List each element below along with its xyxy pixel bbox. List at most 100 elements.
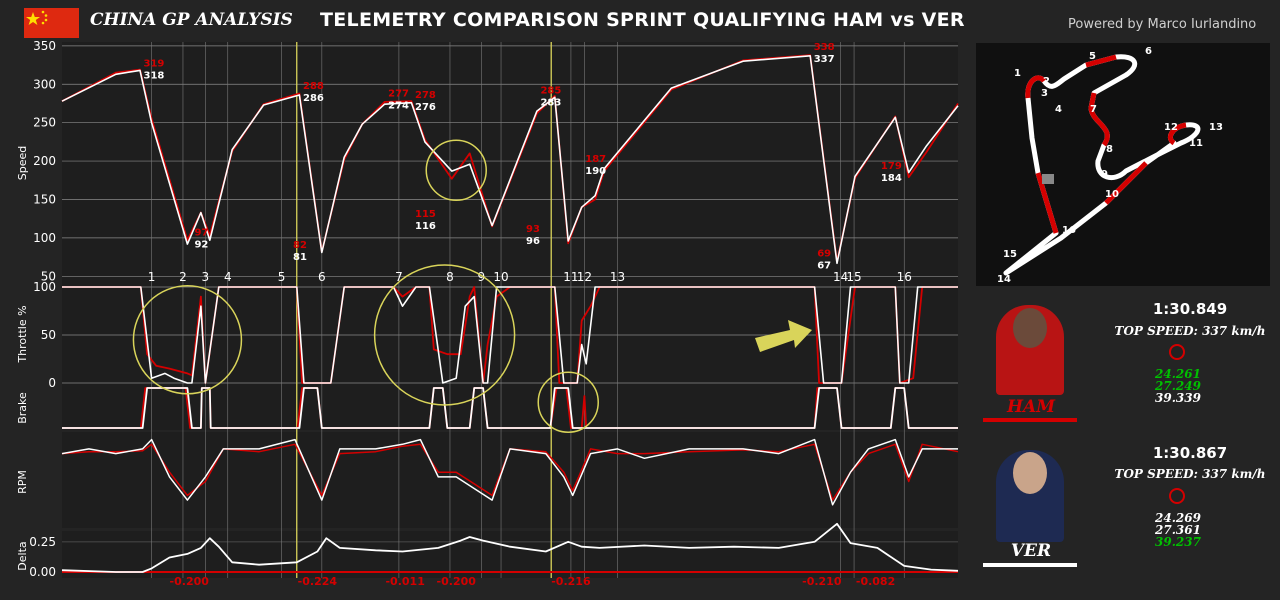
ham-sector-1: 24.261: [1155, 367, 1201, 381]
track-corner-label: 15: [1003, 249, 1017, 260]
ver-speed-label: 67: [817, 260, 831, 271]
track-corner-label: 14: [997, 274, 1011, 285]
ham-speed-label: 285: [540, 86, 561, 97]
ham-driver-code: HAM: [1006, 397, 1056, 417]
ver-speed-label: 283: [540, 98, 561, 109]
track-corner-label: 12: [1164, 122, 1178, 133]
ver-lap-time: 1:30.867: [1152, 444, 1228, 462]
track-corner-label: 4: [1055, 104, 1062, 115]
track-outline: [1003, 54, 1201, 276]
speed-tick-label: 300: [33, 77, 56, 91]
speed-tick-label: 200: [33, 154, 56, 168]
corner-label: 10: [493, 270, 508, 284]
delta-value-label: -0.082: [856, 575, 895, 588]
track-corner-label: 11: [1189, 138, 1203, 149]
ham-speed-label: 277: [388, 89, 409, 100]
ver-rpm-line: [61, 438, 958, 506]
speed-tick-label: 50: [41, 269, 56, 283]
track-corner-label: 16: [1062, 225, 1076, 236]
ham-speed-label: 278: [415, 90, 436, 101]
ver-speed-label: 96: [526, 236, 540, 247]
ver-speed-label: 92: [194, 240, 208, 251]
corner-label: 14: [833, 270, 848, 284]
delta-value-label: -0.216: [551, 575, 591, 588]
ham-lap-time: 1:30.849: [1152, 300, 1228, 318]
track-corner-label: 7: [1090, 104, 1097, 115]
ver-driver-code: VER: [1010, 541, 1052, 561]
ver-speed-label: 318: [144, 71, 165, 82]
ham-speed-label: 97: [194, 228, 208, 239]
delta-value-label: -0.011: [385, 575, 424, 588]
gp-title: CHINA GP ANALYSIS: [90, 10, 293, 30]
speed-tick-label: 250: [33, 116, 56, 130]
panel-ylabel: RPM: [16, 470, 29, 494]
speed-panel-bg: [62, 42, 958, 284]
ver-top-speed: TOP SPEED: 337 km/h: [1114, 467, 1266, 481]
corner-label: 9: [478, 270, 486, 284]
ver-brake-line: [62, 387, 958, 429]
throttle-tick-label: 0: [48, 376, 56, 390]
corner-label: 15: [846, 270, 861, 284]
delta-value-label: -0.210: [802, 575, 842, 588]
corner-label: 5: [278, 270, 286, 284]
rpm-panel-bg: [62, 432, 958, 528]
ver-speed-label: 184: [881, 173, 902, 184]
corner-label: 2: [179, 270, 187, 284]
ver-sector-3: 39.237: [1155, 535, 1201, 549]
ham-speed-label: 288: [303, 81, 324, 92]
corner-label: 11: [563, 270, 578, 284]
ham-speed-label: 319: [144, 59, 165, 70]
ham-speed-label: 115: [415, 209, 436, 220]
ver-speed-label: 274: [388, 101, 409, 112]
track-corner-label: 9: [1101, 169, 1108, 180]
ham-speed-label: 93: [526, 224, 540, 235]
panel-ylabel: Delta: [16, 541, 29, 570]
flag-big-star-icon: [26, 12, 40, 25]
track-corner-label: 3: [1041, 88, 1048, 99]
ham-top-speed: TOP SPEED: 337 km/h: [1114, 324, 1266, 338]
delta-panel-bg: [62, 531, 958, 578]
track-corner-label: 2: [1043, 76, 1050, 87]
track-corner-label: 13: [1209, 122, 1223, 133]
highlight-circle: [537, 371, 599, 433]
ver-speed-label: 190: [585, 166, 606, 177]
arrow-annotation-icon: [755, 320, 812, 352]
ham-speed-label: 179: [881, 161, 902, 172]
ver-sector-2: 27.361: [1155, 523, 1201, 537]
panel-ylabel: Throttle %: [16, 305, 29, 363]
credit-text: Powered by Marco Iurlandino: [1068, 17, 1257, 32]
flag-small-star-icon: [44, 18, 48, 22]
ham-rpm-line: [61, 443, 959, 501]
track-corner-label: 5: [1089, 51, 1096, 62]
china-flag: [24, 8, 79, 38]
corner-label: 1: [148, 270, 156, 284]
flag-small-star-icon: [41, 10, 45, 14]
track-ham-faster-segments: [1025, 54, 1187, 234]
track-map: 1 2 3 4 5 6 7 8 9 10 11 12 13 14 15 16: [976, 43, 1270, 286]
delta-value-label: -0.200: [437, 575, 477, 588]
track-corner-label: 6: [1145, 46, 1152, 57]
speed-tick-label: 350: [33, 39, 56, 53]
delta-value-label: -0.224: [298, 575, 338, 588]
avatar-head-ver: [1013, 452, 1047, 494]
speed-tick-label: 100: [33, 231, 56, 245]
ham-speed-label: 187: [585, 154, 606, 165]
start-finish-flag-icon: [1042, 174, 1054, 184]
ham-speed-label: 69: [817, 248, 831, 259]
highlight-circle: [425, 139, 487, 202]
tyre-icon: [1169, 488, 1185, 504]
speed-tick-label: 150: [33, 192, 56, 206]
ver-underline: [983, 563, 1077, 567]
throttle-tick-label: 100: [33, 280, 56, 294]
ver-throttle-line: [62, 286, 958, 384]
ham-underline: [983, 418, 1077, 422]
flag-small-star-icon: [44, 14, 48, 17]
highlight-circle: [132, 285, 243, 395]
ham-sector-2: 27.249: [1155, 379, 1201, 393]
ver-speed-line: [61, 55, 959, 265]
avatar-head-ham: [1013, 308, 1047, 348]
ver-speed-label: 81: [293, 252, 307, 263]
corner-label: 16: [897, 270, 912, 284]
corner-label: 3: [202, 270, 210, 284]
